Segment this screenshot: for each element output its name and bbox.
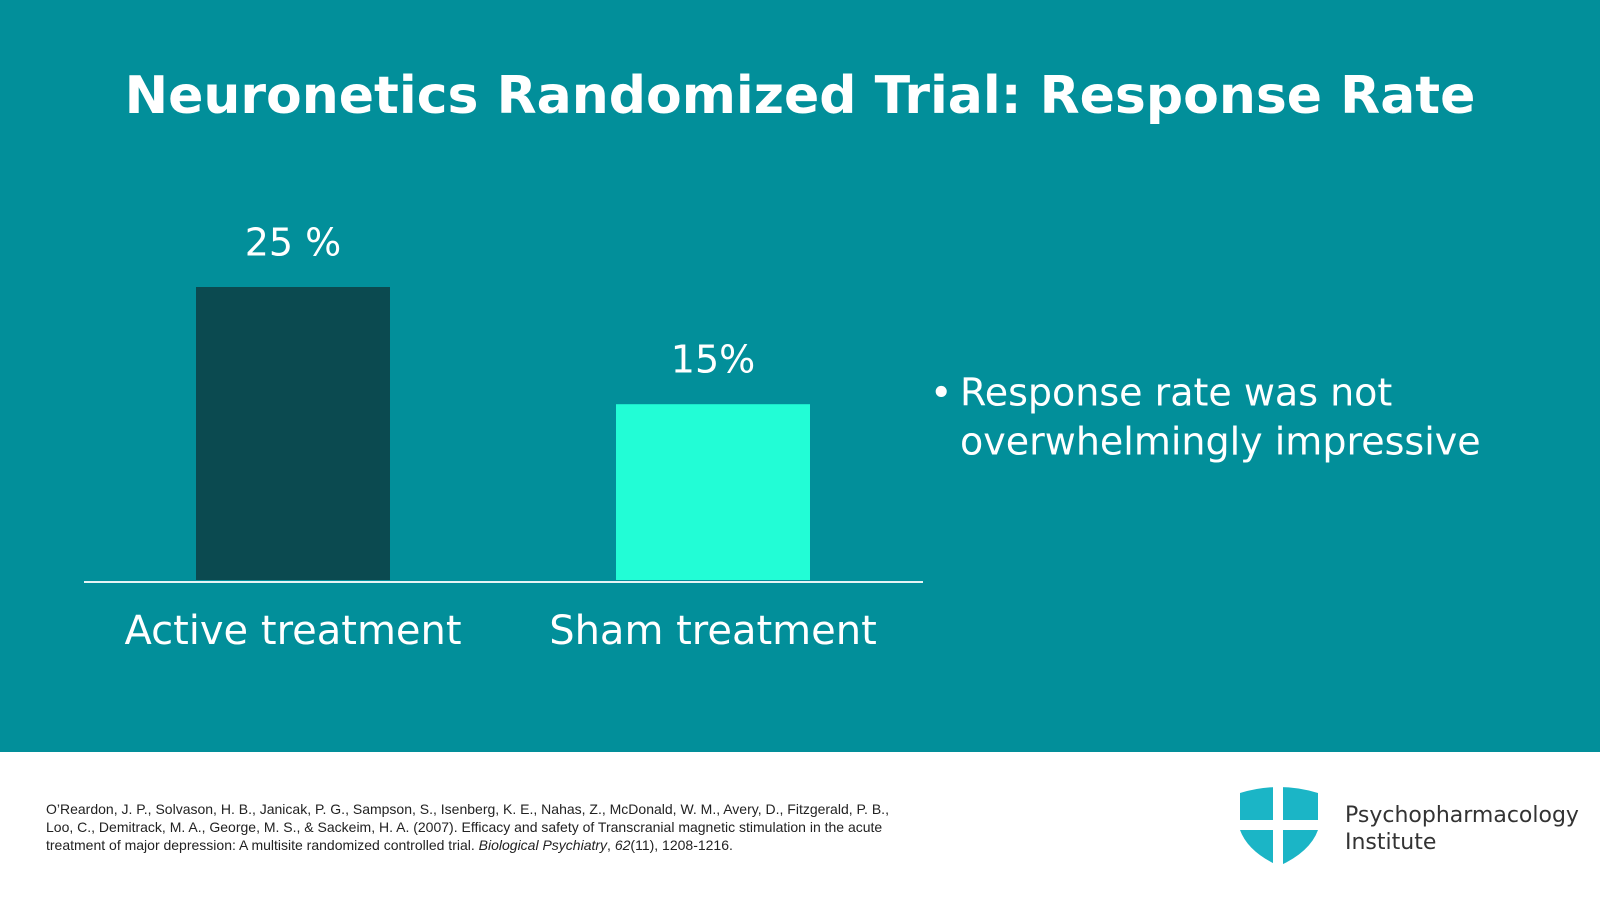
citation-line: Loo, C., Demitrack, M. A., George, M. S.… [46, 819, 882, 835]
bullet-text: Response rate was not [960, 371, 1392, 415]
citation-text: 62 [615, 837, 631, 853]
citation-text: O’Reardon, J. P., Solvason, H. B., Janic… [46, 801, 889, 817]
citation-text: Biological Psychiatry [479, 837, 608, 853]
bar [196, 287, 390, 580]
bullet-dot: • [930, 371, 952, 415]
citation-line: O’Reardon, J. P., Solvason, H. B., Janic… [46, 801, 889, 817]
category-label: Sham treatment [549, 608, 877, 654]
citation: O’Reardon, J. P., Solvason, H. B., Janic… [46, 801, 889, 853]
chart-title: Neuronetics Randomized Trial: Response R… [125, 66, 1476, 126]
citation-text: treatment of major depression: A multisi… [46, 837, 479, 853]
citation-text: Loo, C., Demitrack, M. A., George, M. S.… [46, 819, 882, 835]
citation-text: , [607, 837, 615, 853]
citation-text: (11), 1208-1216. [630, 837, 732, 853]
bar [616, 404, 810, 580]
logo-text: Psychopharmacology [1345, 803, 1579, 828]
category-label: Active treatment [124, 608, 461, 654]
citation-line: treatment of major depression: A multisi… [46, 837, 733, 853]
logo-text: Institute [1345, 830, 1436, 855]
logo-icon [1240, 785, 1318, 867]
value-label: 15% [671, 338, 755, 382]
value-label: 25 % [245, 221, 342, 265]
bullet-text: overwhelmingly impressive [960, 420, 1481, 464]
